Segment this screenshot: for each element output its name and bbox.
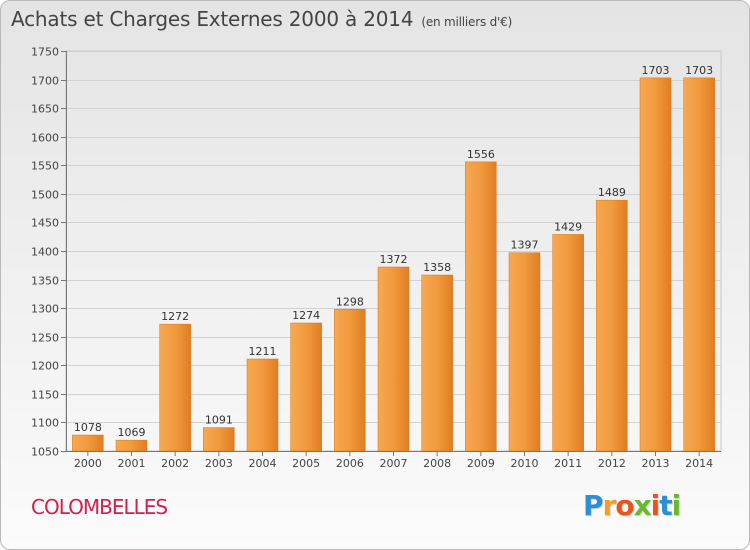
- x-tick-label: 2005: [292, 457, 320, 470]
- bar: [465, 161, 497, 452]
- data-label: 1211: [249, 345, 277, 358]
- x-tick-label: 2011: [554, 457, 582, 470]
- bar: [508, 252, 541, 452]
- x-tick-label: 2002: [161, 457, 189, 470]
- logo-letter: i: [671, 489, 682, 522]
- data-label: 1272: [161, 310, 189, 323]
- chart-title-text: Achats et Charges Externes 2000 à 2014: [11, 7, 414, 31]
- y-tick-label: 1500: [31, 189, 59, 202]
- bar: [683, 77, 715, 452]
- logo-letter: i: [650, 489, 661, 522]
- logo-letter: t: [659, 489, 672, 522]
- y-axis: 1050 1100 1150 1200 1250 1300 1350 1400 1450 1500…: [31, 46, 67, 459]
- bar: [552, 234, 584, 452]
- data-label: 1556: [467, 148, 495, 161]
- logo-letter: r: [602, 489, 617, 522]
- x-tick-label: 2006: [336, 457, 364, 470]
- bar: [72, 434, 104, 452]
- x-tick-label: 2007: [380, 457, 408, 470]
- y-tick-label: 1750: [31, 46, 59, 59]
- y-tick-label: 1450: [31, 217, 59, 230]
- chart-subtitle: (en milliers d'€): [421, 15, 513, 29]
- y-tick-label: 1250: [31, 332, 59, 345]
- data-label: 1397: [511, 239, 539, 252]
- data-label: 1078: [74, 421, 102, 434]
- data-label: 1091: [205, 414, 233, 427]
- logo-letter: x: [633, 489, 652, 522]
- y-tick-label: 1600: [31, 132, 59, 145]
- bar: [246, 358, 279, 452]
- chart-title: Achats et Charges Externes 2000 à 2014 (e…: [11, 7, 512, 31]
- y-tick-label: 1650: [31, 103, 59, 116]
- data-label: 1703: [642, 64, 670, 77]
- bar: [639, 77, 672, 452]
- x-tick-label: 2014: [685, 457, 713, 470]
- data-label: 1274: [292, 309, 320, 322]
- x-tick-label: 2003: [205, 457, 233, 470]
- bar: [203, 427, 235, 452]
- data-label: 1069: [118, 426, 146, 439]
- x-tick-label: 2013: [642, 457, 670, 470]
- data-label: 1358: [423, 261, 451, 274]
- chart-bars: [72, 77, 715, 452]
- y-tick-label: 1100: [31, 417, 59, 430]
- x-tick-label: 2012: [598, 457, 626, 470]
- data-label: 1489: [598, 186, 626, 199]
- y-tick-label: 1200: [31, 360, 59, 373]
- y-tick-label: 1400: [31, 246, 59, 259]
- data-label: 1372: [380, 253, 408, 266]
- bar: [159, 323, 191, 452]
- y-tick-label: 1350: [31, 275, 59, 288]
- x-tick-label: 2009: [467, 457, 495, 470]
- y-tick-label: 1300: [31, 303, 59, 316]
- bar: [290, 322, 322, 452]
- proxiti-logo: Proxiti: [583, 489, 682, 522]
- bar: [596, 199, 628, 452]
- logo-letter: o: [615, 489, 634, 522]
- data-labels: 1078 1069 1272 1091 1211 1274 1298 1372 1358 1556…: [74, 64, 713, 439]
- bar: [377, 266, 410, 452]
- x-tick-label: 2000: [74, 457, 102, 470]
- y-tick-label: 1050: [31, 446, 59, 459]
- y-tick-label: 1550: [31, 160, 59, 173]
- x-tick-label: 2001: [118, 457, 146, 470]
- x-axis: 2000 2001 2002 2003 2004 2005 2006 2007 2008 2009…: [66, 451, 721, 470]
- x-tick-label: 2008: [423, 457, 451, 470]
- y-tick-label: 1150: [31, 389, 59, 402]
- data-label: 1429: [554, 220, 582, 233]
- commune-name: COLOMBELLES: [31, 495, 168, 519]
- data-label: 1703: [685, 64, 713, 77]
- y-tick-label: 1700: [31, 75, 59, 88]
- logo-letter: P: [583, 489, 604, 522]
- bar: [421, 274, 453, 452]
- data-label: 1298: [336, 295, 364, 308]
- x-tick-label: 2004: [249, 457, 277, 470]
- bar: [115, 439, 148, 452]
- x-tick-label: 2010: [511, 457, 539, 470]
- bar: [334, 309, 366, 452]
